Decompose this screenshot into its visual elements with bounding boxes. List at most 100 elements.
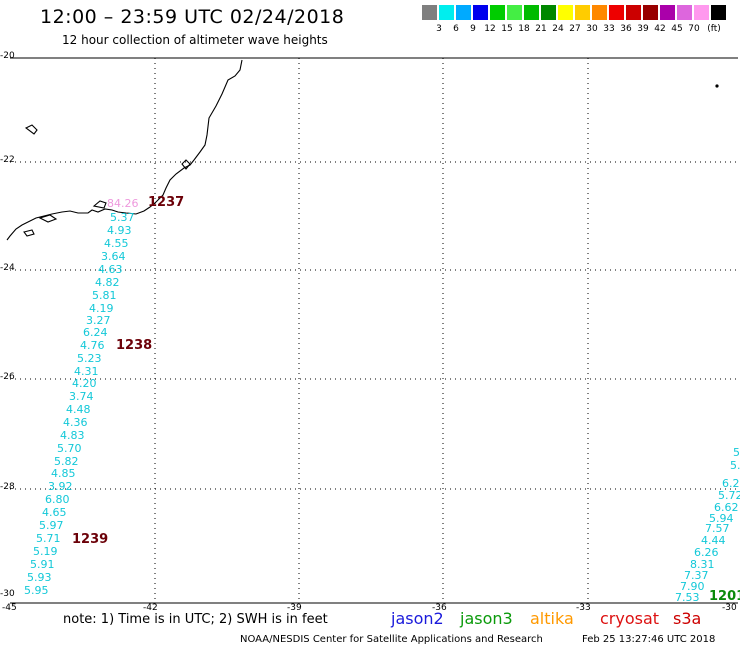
legend-swatch-15	[677, 5, 692, 20]
wave-height-value: 4.82	[95, 276, 120, 289]
legend-label: 3	[436, 24, 442, 34]
legend-swatch-3	[473, 5, 488, 20]
legend-swatch-13	[643, 5, 658, 20]
wave-height-value: 5.81	[92, 289, 117, 302]
legend-label: 24	[552, 24, 564, 34]
wave-height-value: 5.	[730, 459, 740, 472]
legend-swatch-12	[626, 5, 641, 20]
satellite-altika: altika	[530, 609, 574, 628]
lat-tick-label: -28	[0, 482, 15, 492]
wave-height-value: 8.31	[690, 558, 715, 571]
lon-tick-label: -30	[722, 603, 737, 613]
wave-height-value: 5.23	[77, 352, 102, 365]
legend-swatch-14	[660, 5, 675, 20]
legend-label: 42	[654, 24, 666, 34]
generated-timestamp: Feb 25 13:27:46 UTC 2018	[582, 634, 716, 645]
wave-height-value: 6.80	[45, 493, 70, 506]
credit-text: NOAA/NESDIS Center for Satellite Applica…	[240, 634, 543, 645]
wave-height-value: 4.55	[104, 237, 129, 250]
legend-label: 33	[603, 24, 615, 34]
pass-time-label: 1237	[148, 195, 185, 210]
wave-height-value: 6.2	[722, 477, 740, 490]
wave-height-value: 5.82	[54, 455, 79, 468]
lat-tick-label: -20	[0, 51, 15, 61]
lon-tick-label: -39	[287, 603, 302, 613]
wave-height-value: 7.37	[684, 569, 709, 582]
legend-label: 39	[637, 24, 649, 34]
legend-swatch-2	[456, 5, 471, 20]
legend-label: 18	[518, 24, 530, 34]
wave-height-value: 6.26	[694, 546, 719, 559]
satellite-jason3: jason3	[460, 609, 513, 628]
satellite-cryosat: cryosat	[600, 609, 660, 628]
wave-height-value: 5.70	[57, 442, 82, 455]
wave-height-value: 4.76	[80, 339, 105, 352]
wave-height-value: 3.92	[48, 480, 73, 493]
wave-height-value: 4.48	[66, 403, 91, 416]
lat-tick-label: -22	[0, 155, 15, 165]
wave-height-value: 4.19	[89, 302, 114, 315]
lon-tick-label: -36	[432, 603, 447, 613]
legend-label: 70	[688, 24, 700, 34]
legend-swatch-5	[507, 5, 522, 20]
legend-label: 12	[484, 24, 496, 34]
lat-tick-label: -26	[0, 372, 15, 382]
wave-height-value: 4.65	[42, 506, 67, 519]
legend-swatch-16	[694, 5, 709, 20]
legend-swatch-7	[541, 5, 556, 20]
wave-height-value: 5.95	[24, 584, 49, 597]
wave-height-value: 84.26	[107, 197, 139, 210]
wave-height-value: 4.85	[51, 467, 76, 480]
legend-swatch-9	[575, 5, 590, 20]
wave-height-value: 4.63	[98, 263, 123, 276]
legend-label: 30	[586, 24, 598, 34]
units-note: note: 1) Time is in UTC; 2) SWH is in fe…	[63, 612, 328, 627]
legend-swatch-17	[711, 5, 726, 20]
wave-height-value: 5	[733, 446, 740, 459]
wave-height-value: 4.31	[74, 365, 99, 378]
wave-height-value: 3.74	[69, 390, 94, 403]
map-subtitle: 12 hour collection of altimeter wave hei…	[62, 33, 328, 47]
legend-label: 6	[453, 24, 459, 34]
wave-height-value: 4.93	[107, 224, 132, 237]
wave-height-value: 6.24	[83, 326, 108, 339]
wave-height-value: 7.53	[675, 591, 700, 604]
wave-height-value: 5.97	[39, 519, 64, 532]
pass-time-label: 1238	[116, 338, 153, 353]
lon-tick-label: -33	[576, 603, 591, 613]
wave-height-value: 4.20	[72, 377, 97, 390]
wave-height-value: 3.27	[86, 314, 111, 327]
wave-height-value: 5.72	[718, 489, 740, 502]
legend-label: 45	[671, 24, 683, 34]
wave-height-value: 7.90	[680, 580, 705, 593]
wave-height-value: 5.93	[27, 571, 52, 584]
legend-label: 21	[535, 24, 547, 34]
wave-height-value: 6.62	[714, 501, 739, 514]
wave-height-value: 5.91	[30, 558, 55, 571]
lon-tick-label: -45	[2, 603, 17, 613]
legend-label: 9	[470, 24, 476, 34]
legend-swatch-0	[422, 5, 437, 20]
wave-height-value: 7.57	[705, 522, 730, 535]
wave-height-value: 5.71	[36, 532, 61, 545]
legend-label: 15	[501, 24, 513, 34]
legend-swatch-1	[439, 5, 454, 20]
lat-tick-label: -24	[0, 263, 15, 273]
wave-height-value: 4.83	[60, 429, 85, 442]
wave-height-value: 5.37	[110, 211, 135, 224]
wave-height-value: 5.19	[33, 545, 58, 558]
legend-swatch-10	[592, 5, 607, 20]
wave-height-value: 3.64	[101, 250, 126, 263]
wave-height-value: 4.36	[63, 416, 88, 429]
legend-swatch-6	[524, 5, 539, 20]
legend-unit: (ft)	[707, 24, 721, 34]
pass-time-label: 1239	[72, 532, 109, 547]
legend-swatch-8	[558, 5, 573, 20]
legend-label: 27	[569, 24, 581, 34]
legend-swatch-11	[609, 5, 624, 20]
lat-tick-label: -30	[0, 589, 15, 599]
coastline	[6, 59, 243, 241]
pass-time-label: 1201	[709, 589, 740, 604]
lon-tick-label: -42	[143, 603, 158, 613]
